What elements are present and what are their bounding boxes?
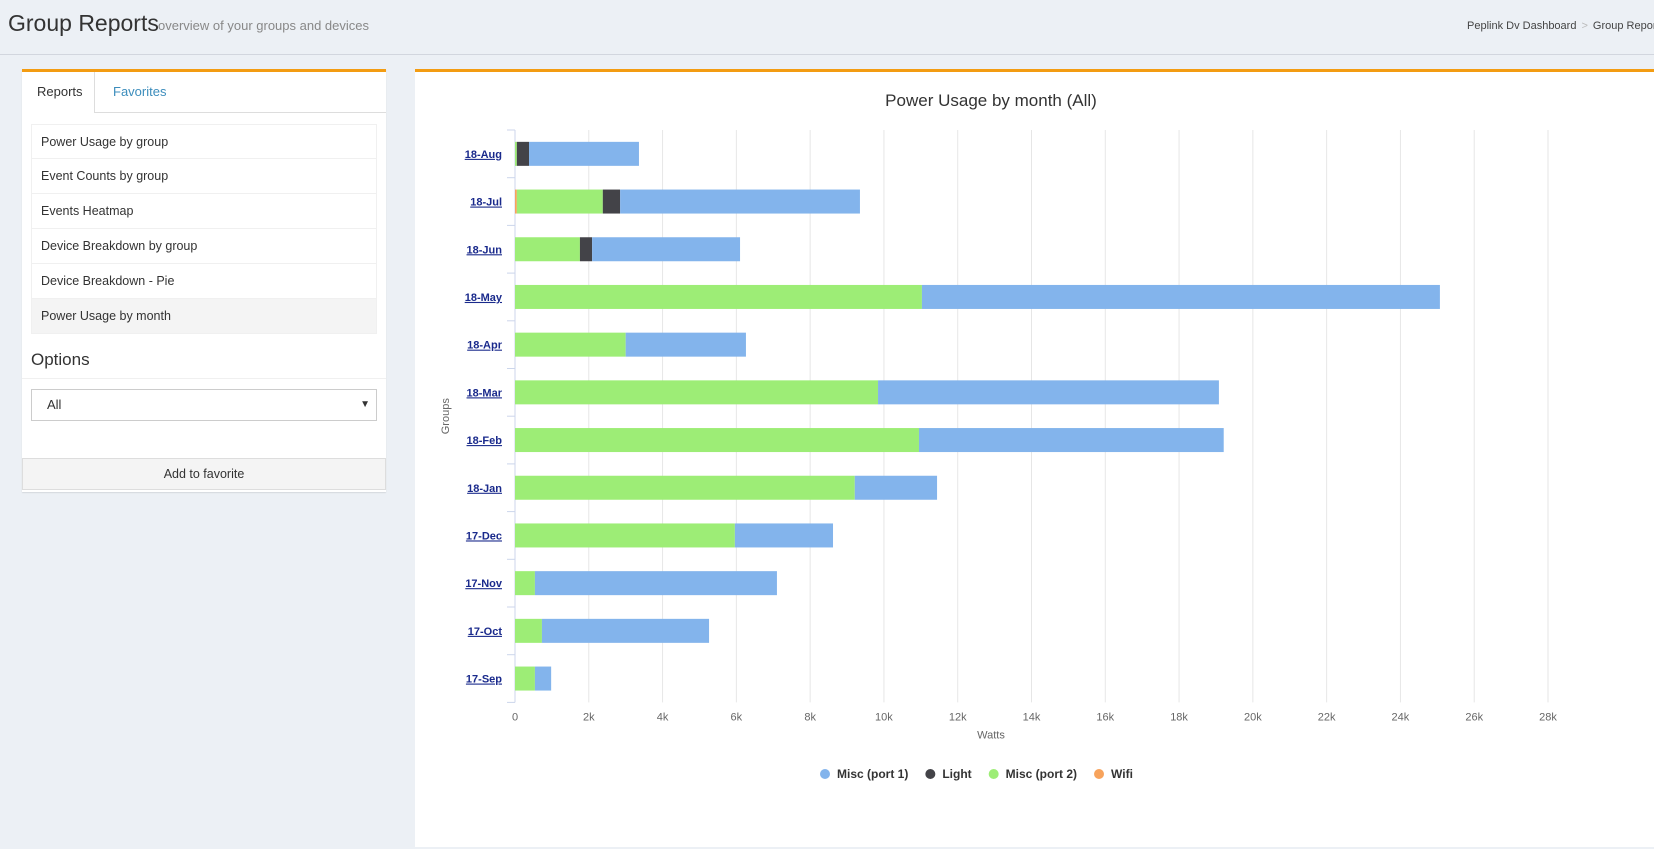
x-tick-label: 0	[512, 711, 518, 723]
x-tick-label: 6k	[731, 711, 743, 723]
report-item[interactable]: Device Breakdown - Pie	[31, 264, 377, 299]
x-tick-label: 14k	[1023, 711, 1041, 723]
bar-misc-port-2	[515, 475, 855, 500]
bar-misc-port-1	[534, 571, 777, 596]
reports-panel: Reports Favorites Power Usage by group E…	[22, 69, 386, 492]
x-tick-label: 20k	[1244, 711, 1262, 723]
legend-item: Light	[942, 767, 971, 781]
category-label: 17-Nov	[465, 578, 503, 590]
bar-misc-port-1	[734, 523, 834, 548]
bar-light	[579, 237, 593, 262]
bar-misc-port-2	[515, 571, 535, 596]
legend-item: Misc (port 1)	[837, 767, 908, 781]
bar-misc-port-1	[592, 237, 741, 262]
report-item[interactable]: Events Heatmap	[31, 194, 377, 229]
report-item[interactable]: Power Usage by group	[31, 124, 377, 159]
breadcrumb-current: Group Reports	[1592, 20, 1654, 32]
category-label: 18-Mar	[467, 387, 503, 399]
bar-misc-port-2	[515, 523, 735, 548]
group-select[interactable]: All ▼	[31, 389, 377, 421]
bar-misc-port-1	[854, 475, 938, 500]
legend-marker	[1094, 769, 1105, 779]
bar-misc-port-2	[515, 237, 580, 262]
tab-reports[interactable]: Reports	[22, 72, 95, 113]
legend-marker	[925, 769, 936, 779]
add-to-favorite-button[interactable]: Add to favorite	[22, 458, 386, 490]
category-label: 18-May	[465, 292, 503, 304]
bar-misc-port-2	[515, 380, 879, 405]
select-value: All	[47, 397, 62, 412]
tab-favorites[interactable]: Favorites	[113, 84, 167, 99]
category-label: 18-Feb	[467, 435, 503, 447]
page-header: Group Reports overview of your groups an…	[0, 0, 1654, 55]
x-tick-label: 8k	[804, 711, 816, 723]
x-tick-label: 12k	[949, 711, 967, 723]
x-tick-label: 2k	[583, 711, 595, 723]
x-axis-title: Watts	[977, 729, 1005, 741]
x-tick-label: 16k	[1096, 711, 1114, 723]
bar-misc-port-2	[515, 332, 626, 357]
report-item-selected[interactable]: Power Usage by month	[31, 299, 377, 334]
bar-wifi	[515, 189, 517, 214]
report-item[interactable]: Device Breakdown by group	[31, 229, 377, 264]
category-label: 17-Dec	[466, 530, 502, 542]
bar-misc-port-2	[516, 189, 603, 214]
x-tick-label: 26k	[1465, 711, 1483, 723]
category-label: 18-Jul	[470, 197, 502, 209]
bar-misc-port-1	[529, 141, 639, 166]
report-item[interactable]: Event Counts by group	[31, 159, 377, 194]
bar-misc-port-1	[541, 618, 710, 643]
x-tick-label: 10k	[875, 711, 893, 723]
legend-marker	[988, 769, 999, 779]
bar-misc-port-2	[515, 666, 535, 691]
breadcrumb-dashboard[interactable]: Peplink Dv Dashboard	[1467, 20, 1577, 32]
bar-misc-port-1	[534, 666, 552, 691]
bar-misc-port-2	[515, 618, 542, 643]
power-usage-chart: Power Usage by month (All) 0 2k 4k 6k 8k 10k 12…	[440, 91, 1557, 781]
bar-misc-port-1	[918, 428, 1224, 453]
category-label: 17-Oct	[468, 626, 503, 638]
bar-misc-port-1	[625, 332, 746, 357]
page-subtitle: overview of your groups and devices	[158, 18, 370, 33]
x-tick-label: 22k	[1318, 711, 1336, 723]
bar-misc-port-1	[878, 380, 1219, 405]
legend-item: Wifi	[1111, 767, 1133, 781]
report-list: Power Usage by group Event Counts by gro…	[31, 124, 377, 334]
x-tick-label: 24k	[1392, 711, 1410, 723]
y-axis-title: Groups	[440, 398, 452, 435]
category-label: 18-Aug	[465, 149, 502, 161]
bar-misc-port-1	[921, 284, 1440, 309]
bar-light	[516, 141, 530, 166]
bar-misc-port-2	[515, 141, 517, 166]
category-label: 18-Jun	[467, 244, 503, 256]
legend-item: Misc (port 2)	[1006, 767, 1077, 781]
options-heading: Options	[31, 350, 90, 369]
page-title: Group Reports	[8, 10, 159, 36]
bar-misc-port-1	[620, 189, 860, 214]
legend-marker	[820, 769, 830, 779]
bar-misc-port-2	[515, 284, 922, 309]
category-label: 18-Jan	[467, 483, 502, 495]
bar-misc-port-2	[515, 428, 919, 453]
chart-title: Power Usage by month (All)	[885, 91, 1097, 110]
caret-down-icon: ▼	[360, 399, 370, 410]
x-tick-label: 18k	[1170, 711, 1188, 723]
category-label: 18-Apr	[467, 340, 503, 352]
bar-light	[602, 189, 621, 214]
x-tick-label: 28k	[1539, 711, 1557, 723]
chart-panel: Power Usage by month (All) 0 2k 4k 6k 8k 10k 12…	[415, 69, 1654, 847]
category-label: 17-Sep	[466, 674, 502, 686]
breadcrumb: Peplink Dv Dashboard>Group Reports	[1467, 20, 1654, 32]
x-tick-label: 4k	[657, 711, 669, 723]
